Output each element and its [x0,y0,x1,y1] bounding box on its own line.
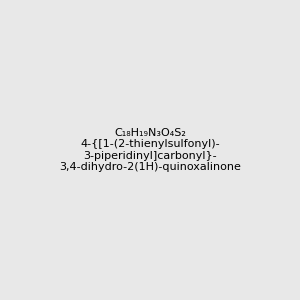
Text: C₁₈H₁₉N₃O₄S₂
4-{[1-(2-thienylsulfonyl)-
3-piperidinyl]carbonyl}-
3,4-dihydro-2(1: C₁₈H₁₉N₃O₄S₂ 4-{[1-(2-thienylsulfonyl)- … [59,128,241,172]
